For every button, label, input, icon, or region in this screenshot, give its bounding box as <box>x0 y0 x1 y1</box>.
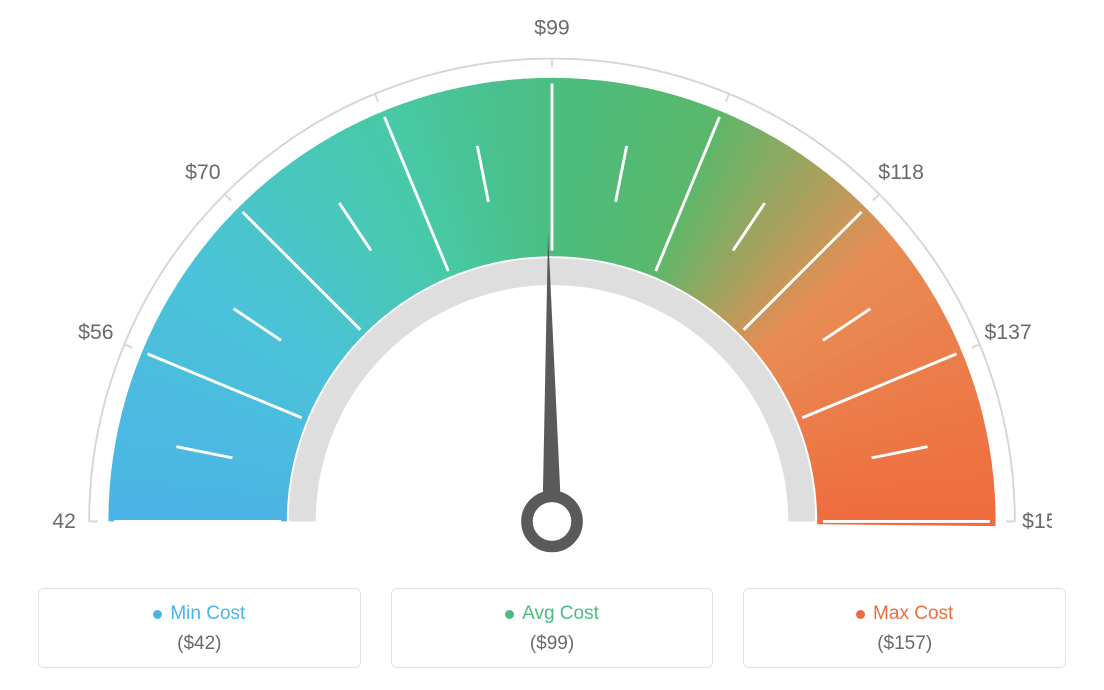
legend-value: ($42) <box>49 633 350 655</box>
svg-text:$137: $137 <box>985 321 1032 344</box>
legend-card-min: Min Cost ($42) <box>38 588 361 668</box>
legend-title-min: Min Cost <box>49 603 350 625</box>
legend-label: Max Cost <box>873 603 953 625</box>
svg-text:$42: $42 <box>52 510 76 533</box>
legend-value: ($157) <box>754 633 1055 655</box>
legend-card-avg: Avg Cost ($99) <box>391 588 714 668</box>
svg-text:$99: $99 <box>534 20 569 39</box>
legend-row: Min Cost ($42) Avg Cost ($99) Max Cost (… <box>0 588 1104 668</box>
svg-text:$157: $157 <box>1022 510 1052 533</box>
legend-label: Min Cost <box>170 603 245 625</box>
dot-icon <box>153 610 162 619</box>
gauge-svg: $42 $56 $70 $99 $118 $137 $157 <box>52 20 1052 560</box>
svg-text:$56: $56 <box>78 321 113 344</box>
legend-card-max: Max Cost ($157) <box>743 588 1066 668</box>
dot-icon <box>505 610 514 619</box>
svg-text:$118: $118 <box>878 161 924 184</box>
legend-label: Avg Cost <box>522 603 599 625</box>
svg-text:$70: $70 <box>185 161 220 184</box>
dot-icon <box>856 610 865 619</box>
legend-title-max: Max Cost <box>754 603 1055 625</box>
legend-value: ($99) <box>402 633 703 655</box>
legend-title-avg: Avg Cost <box>402 603 703 625</box>
cost-gauge: $42 $56 $70 $99 $118 $137 $157 <box>52 20 1052 560</box>
